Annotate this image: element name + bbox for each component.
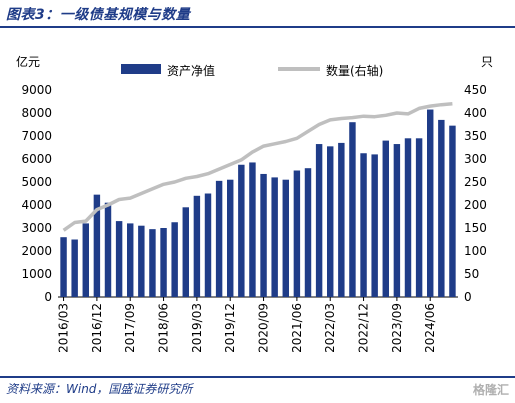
bar <box>193 195 201 297</box>
y2-tick-label: 150 <box>464 221 487 235</box>
y2-tick-label: 400 <box>464 106 487 120</box>
bar <box>360 153 367 297</box>
bar <box>215 180 223 297</box>
y-tick-label: 4000 <box>21 198 52 212</box>
bar <box>93 194 101 297</box>
bar <box>238 164 245 297</box>
x-tick-label: 2024/06 <box>423 303 437 353</box>
legend-line-label: 数量(右轴) <box>326 63 383 78</box>
bar <box>227 179 234 297</box>
y2-tick-label: 350 <box>464 129 487 143</box>
bar <box>404 138 412 297</box>
x-tick-label: 2016/12 <box>90 303 104 353</box>
legend-bar-label: 资产净值 <box>167 63 215 78</box>
bar <box>138 225 145 297</box>
line-series <box>62 102 453 232</box>
x-tick-label: 2023/09 <box>390 303 404 353</box>
bar <box>293 170 301 297</box>
bar <box>315 144 323 297</box>
bar <box>149 229 156 297</box>
bar-series <box>60 109 456 298</box>
y-tick-label: 2000 <box>21 244 52 258</box>
y-tick-label: 3000 <box>21 221 52 235</box>
y2-tick-label: 50 <box>464 267 479 281</box>
y2-tick-label: 450 <box>464 83 487 97</box>
bar <box>160 228 167 297</box>
bar <box>338 142 345 297</box>
y2-tick-label: 250 <box>464 175 487 189</box>
bar <box>115 221 123 297</box>
x-tick-label: 2017/09 <box>123 303 137 353</box>
y-tick-label: 8000 <box>21 106 52 120</box>
bar <box>182 207 189 297</box>
bar <box>82 223 89 297</box>
y-tick-label: 9000 <box>21 83 52 97</box>
x-tick-label: 2018/06 <box>157 303 171 353</box>
bar <box>393 144 401 297</box>
x-tick-label: 2022/03 <box>323 303 337 353</box>
bar <box>371 154 378 297</box>
bar <box>304 168 312 297</box>
x-tick-label: 2019/12 <box>223 303 237 353</box>
x-tick-label: 2016/03 <box>57 303 71 353</box>
x-tick-label: 2020/09 <box>257 303 271 353</box>
legend: 资产净值 数量(右轴) <box>121 63 383 78</box>
y-tick-label: 0 <box>44 290 52 304</box>
bar <box>349 122 356 297</box>
y2-tick-label: 200 <box>464 198 487 212</box>
bar <box>449 125 456 298</box>
bar <box>327 146 334 297</box>
legend-bar-swatch <box>121 64 161 74</box>
y-tick-label: 6000 <box>21 152 52 166</box>
bar <box>415 138 423 297</box>
bar <box>104 202 112 297</box>
bar <box>249 162 256 297</box>
chart: 亿元 只 资产净值 数量(右轴) 01000200030004000500060… <box>16 54 493 353</box>
y2-tick-label: 100 <box>464 244 487 258</box>
bar <box>71 239 78 297</box>
bar <box>127 223 134 297</box>
title-divider <box>0 26 515 28</box>
bar <box>60 237 67 297</box>
y-tick-label: 1000 <box>21 267 52 281</box>
source-note: 资料来源：Wind，国盛证券研究所 <box>6 382 193 396</box>
bar <box>438 119 445 298</box>
y2-tick-label: 300 <box>464 152 487 166</box>
bar <box>382 140 389 297</box>
axes <box>58 296 458 301</box>
x-tick-label: 2021/06 <box>290 303 304 353</box>
x-tick-label: 2019/03 <box>190 303 204 353</box>
y2-tick-label: 0 <box>464 290 472 304</box>
series-line <box>62 102 453 232</box>
bar <box>260 173 267 297</box>
bar <box>271 177 278 297</box>
bar <box>171 222 178 297</box>
right-axis-unit: 只 <box>481 55 493 69</box>
bar <box>427 109 434 297</box>
bar <box>282 179 289 297</box>
source-divider <box>0 376 515 378</box>
watermark: 格隆汇 <box>472 383 509 397</box>
chart-title: 图表3：一级债基规模与数量 <box>6 7 191 23</box>
left-axis-unit: 亿元 <box>16 54 40 69</box>
y-tick-label: 5000 <box>21 175 52 189</box>
tick-labels: 0 1000 2000 3000 4000 5000 6000 7000 8000 9000 0 50… <box>21 83 486 353</box>
x-tick-label: 2022/12 <box>357 303 371 353</box>
bar <box>204 193 212 297</box>
y-tick-label: 7000 <box>21 129 52 143</box>
